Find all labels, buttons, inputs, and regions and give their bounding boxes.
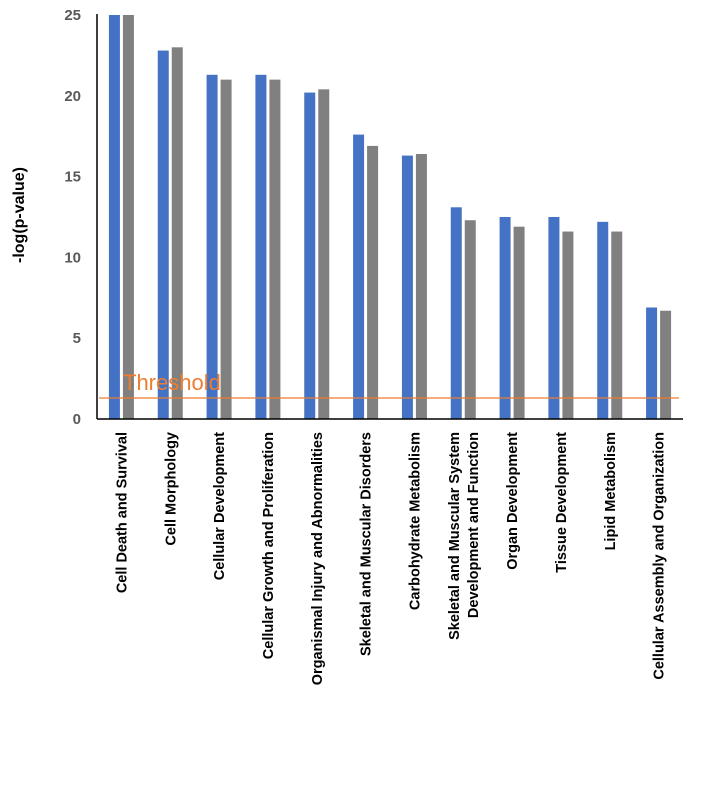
y-axis-ticks: 0 5 10 15 20 25 [64, 7, 81, 428]
bar-series-1 [206, 74, 218, 420]
bar-series-1 [646, 307, 658, 419]
bar-series-2 [513, 226, 525, 419]
x-tick-label-line: Tissue Development [554, 432, 570, 573]
bar-series-2 [122, 15, 134, 419]
x-tick-label-line: Development and Function [466, 432, 482, 618]
bar-series-2 [562, 231, 574, 419]
bar-series-1 [353, 134, 365, 420]
x-tick-label-line: Cell Death and Survival [114, 432, 130, 593]
x-tick-label: Tissue Development [554, 432, 570, 573]
bar-series-2 [220, 79, 232, 419]
x-tick-label-line: Cellular Development [212, 432, 228, 580]
x-tick-label: Organismal Injury and Abnormalities [310, 432, 326, 685]
bar-series-1 [304, 92, 316, 420]
x-tick-label-line: Carbohydrate Metabolism [407, 432, 423, 610]
bar-series-2 [367, 145, 379, 419]
y-axis-label: -log(p-value) [11, 167, 28, 263]
x-tick-label: Lipid Metabolism [603, 432, 619, 550]
bar-series-1 [401, 155, 413, 420]
x-tick-label: Cell Morphology [163, 432, 179, 546]
y-tick-label: 15 [64, 169, 81, 186]
x-tick-label-line: Cellular Growth and Proliferation [261, 432, 277, 659]
x-tick-label-line: Skeletal and Muscular System [447, 432, 463, 640]
y-tick-label: 5 [73, 330, 81, 347]
x-tick-label: Cellular Development [212, 432, 228, 580]
x-tick-label: Skeletal and Muscular System Development … [447, 432, 482, 640]
x-tick-label: Skeletal and Muscular Disorders [359, 432, 375, 656]
y-tick-label: 0 [73, 411, 81, 428]
x-tick-label-line: Skeletal and Muscular Disorders [359, 432, 375, 656]
bar-series-2 [611, 231, 623, 419]
bar-series-2 [269, 79, 281, 419]
bar-series-2 [415, 153, 427, 419]
x-tick-label-line: Lipid Metabolism [603, 432, 619, 550]
bar-series-2 [318, 89, 330, 419]
x-tick-label-line: Cellular Assembly and Organization [652, 432, 668, 680]
bar-series-2 [660, 310, 672, 419]
x-tick-label: Carbohydrate Metabolism [407, 432, 423, 610]
x-tick-label-line: Organ Development [505, 432, 521, 570]
bar-series-1 [597, 221, 609, 419]
x-tick-label: Organ Development [505, 432, 521, 570]
x-tick-label: Cellular Growth and Proliferation [261, 432, 277, 659]
bar-series-1 [499, 217, 511, 419]
category-labels: Cell Death and Survival Cell Morphology Ce… [114, 432, 667, 685]
threshold-label: Threshold [123, 370, 221, 395]
bar-series-2 [171, 47, 183, 419]
bar-series-1 [548, 217, 560, 419]
bar-series-2 [464, 220, 476, 419]
y-tick-label: 25 [64, 7, 81, 24]
bar-series-1 [108, 15, 120, 419]
bar-series-1 [450, 207, 462, 419]
x-tick-label: Cellular Assembly and Organization [652, 432, 668, 680]
bar-series-1 [255, 74, 267, 420]
x-tick-label-line: Cell Morphology [163, 432, 179, 546]
y-tick-label: 20 [64, 88, 81, 105]
bars [108, 15, 672, 420]
y-tick-label: 10 [64, 249, 81, 266]
x-tick-label-line: Organismal Injury and Abnormalities [310, 432, 326, 685]
x-tick-label: Cell Death and Survival [114, 432, 130, 593]
bar-series-1 [157, 50, 169, 419]
